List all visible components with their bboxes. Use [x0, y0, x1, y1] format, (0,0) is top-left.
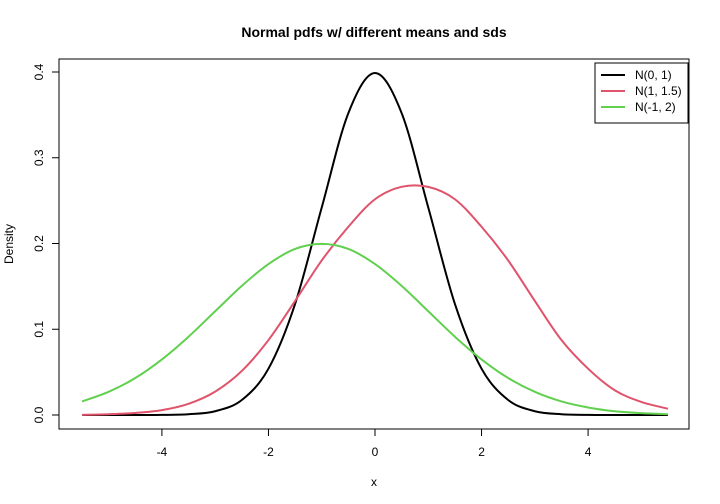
series-line-1 — [82, 71, 668, 417]
x-tick-label: 0 — [372, 445, 379, 459]
series-line-3 — [81, 242, 669, 416]
series-line-2 — [81, 184, 669, 416]
plot-area — [81, 71, 669, 417]
legend-box — [594, 62, 689, 124]
legend-label: N(0, 1) — [635, 68, 672, 82]
y-tick-label: 0.1 — [32, 321, 46, 338]
legend: N(0, 1) N(1, 1.5) N(-1, 2) — [594, 62, 689, 124]
y-tick-label: 0.2 — [32, 235, 46, 252]
y-tick-label: 0.4 — [32, 63, 46, 80]
y-axis: 0.0 0.1 0.2 0.3 0.4 — [32, 63, 60, 423]
x-tick-label: 2 — [478, 445, 485, 459]
legend-label: N(-1, 2) — [635, 100, 676, 114]
x-axis-label: x — [371, 475, 377, 489]
x-tick-label: -2 — [263, 445, 274, 459]
x-tick-label: 4 — [585, 445, 592, 459]
legend-label: N(1, 1.5) — [635, 84, 682, 98]
chart-title: Normal pdfs w/ different means and sds — [241, 24, 506, 40]
y-tick-label: 0.3 — [32, 149, 46, 166]
y-axis-label: Density — [2, 224, 16, 264]
x-axis: -4 -2 0 2 4 — [157, 428, 592, 459]
y-tick-label: 0.0 — [32, 406, 46, 423]
x-tick-label: -4 — [157, 445, 168, 459]
